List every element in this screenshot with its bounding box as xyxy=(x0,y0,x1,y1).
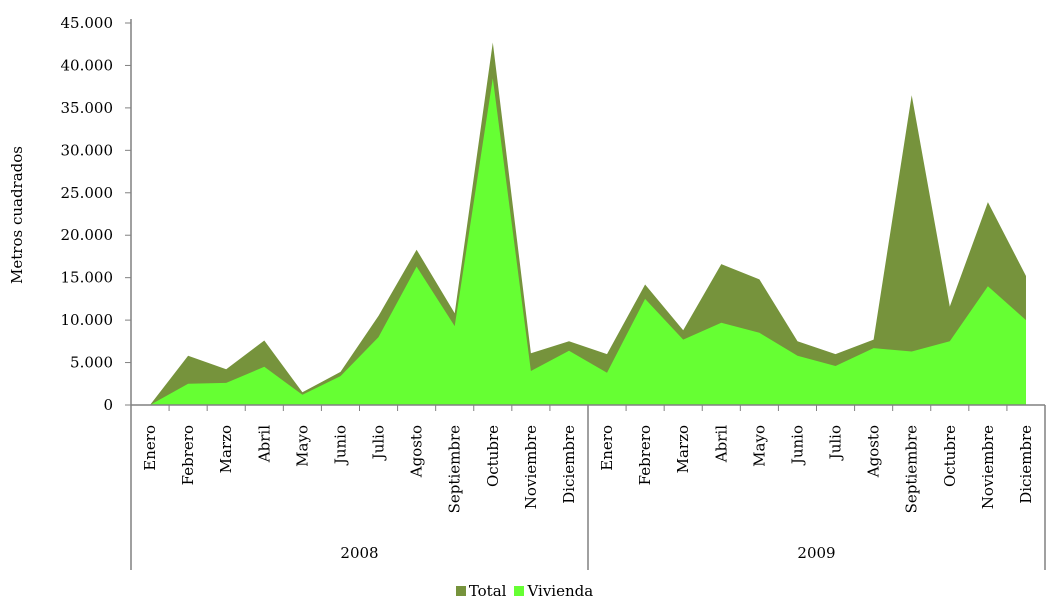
area-series-vivienda xyxy=(150,78,1026,405)
y-axis-label: Metros cuadrados xyxy=(8,146,26,284)
legend-label-total: Total xyxy=(468,582,507,600)
y-axis-ticks: 0 5.000 10.000 15.000 20.000 25.000 30.000 35.0… xyxy=(61,14,131,414)
x-tick-label: Julio xyxy=(370,425,388,461)
legend-swatch-vivienda xyxy=(514,586,525,596)
y-tick-label: 5.000 xyxy=(70,354,113,372)
x-tick-label: Mayo xyxy=(293,425,311,467)
y-tick-label: 25.000 xyxy=(61,184,114,202)
chart-areas xyxy=(149,42,1027,406)
legend-item-total: Total xyxy=(455,582,507,600)
x-tick-label: Noviembre xyxy=(522,425,540,509)
y-tick-label: 0 xyxy=(103,396,113,414)
y-tick-label: 15.000 xyxy=(61,269,114,287)
x-tick-label: Abril xyxy=(255,425,273,463)
x-tick-label: Agosto xyxy=(408,425,426,478)
x-tick-label: Agosto xyxy=(865,425,883,478)
x-tick-label: Octubre xyxy=(484,425,502,487)
x-tick-label: Diciembre xyxy=(1017,425,1035,504)
x-tick-label: Diciembre xyxy=(560,425,578,504)
x-group-label: 2009 xyxy=(797,544,835,562)
x-tick-label: Noviembre xyxy=(979,425,997,509)
x-tick-label: Abril xyxy=(712,425,730,463)
legend-label-vivienda: Vivienda xyxy=(527,582,594,600)
x-axis-ticks: Enero Febrero Marzo Abril Mayo Junio Julio Agos… xyxy=(130,405,1046,513)
x-tick-label: Junio xyxy=(332,425,350,466)
x-tick-label: Febrero xyxy=(636,425,654,485)
x-tick-label: Febrero xyxy=(179,425,197,485)
x-tick-label: Septiembre xyxy=(903,425,921,513)
x-tick-label: Marzo xyxy=(674,425,692,473)
x-tick-label: Marzo xyxy=(217,425,235,473)
x-tick-label: Julio xyxy=(827,425,845,461)
y-tick-label: 10.000 xyxy=(61,311,114,329)
y-tick-label: 20.000 xyxy=(61,226,114,244)
y-tick-label: 45.000 xyxy=(61,14,114,32)
x-tick-label: Junio xyxy=(789,425,807,466)
x-tick-label: Mayo xyxy=(750,425,768,467)
legend-swatch-total xyxy=(455,586,466,596)
x-tick-label: Septiembre xyxy=(446,425,464,513)
chart-legend: Total Vivienda xyxy=(0,582,1049,600)
y-tick-label: 35.000 xyxy=(61,99,114,117)
x-tick-label: Octubre xyxy=(941,425,959,487)
y-tick-label: 30.000 xyxy=(61,141,114,159)
y-tick-label: 40.000 xyxy=(61,56,114,74)
x-tick-label: Enero xyxy=(141,425,159,471)
x-tick-label: Enero xyxy=(598,425,616,471)
legend-item-vivienda: Vivienda xyxy=(514,582,593,600)
x-axis-year-groups: 2008 2009 xyxy=(130,405,1046,570)
x-group-label: 2008 xyxy=(340,544,378,562)
